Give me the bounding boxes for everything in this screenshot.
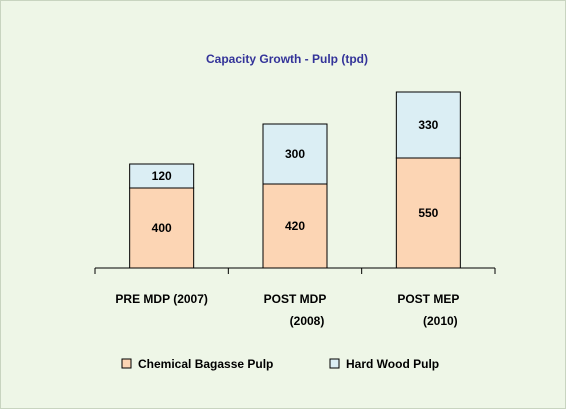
bar-segment — [395, 91, 461, 159]
legend-label: Hard Wood Pulp — [346, 357, 439, 371]
x-tick-label-line: (2010) — [423, 314, 458, 328]
bar-segment — [262, 123, 328, 185]
legend-label: Chemical Bagasse Pulp — [138, 357, 273, 371]
legend-swatch — [121, 358, 132, 369]
x-tick-label-line: (2008) — [290, 314, 325, 328]
chart-title: Capacity Growth - Pulp (tpd) — [206, 52, 368, 66]
value-label: 420 — [285, 219, 305, 233]
value-label: 550 — [418, 206, 438, 220]
x-tick-label-line: POST MDP — [264, 292, 327, 306]
x-tick-label-line: POST MEP — [397, 292, 459, 306]
bar-segment — [129, 187, 195, 269]
value-label: 330 — [418, 118, 438, 132]
x-tick-label: POST MDP (2008) — [264, 292, 327, 328]
bar-segment — [129, 163, 195, 189]
value-label: 400 — [152, 221, 172, 235]
legend-swatch — [329, 358, 340, 369]
bar-segment — [395, 157, 461, 269]
value-label: 120 — [152, 169, 172, 183]
value-label: 300 — [285, 147, 305, 161]
x-tick-label: POST MEP (2010) — [397, 292, 459, 328]
x-tick-label: PRE MDP (2007) — [115, 292, 207, 306]
